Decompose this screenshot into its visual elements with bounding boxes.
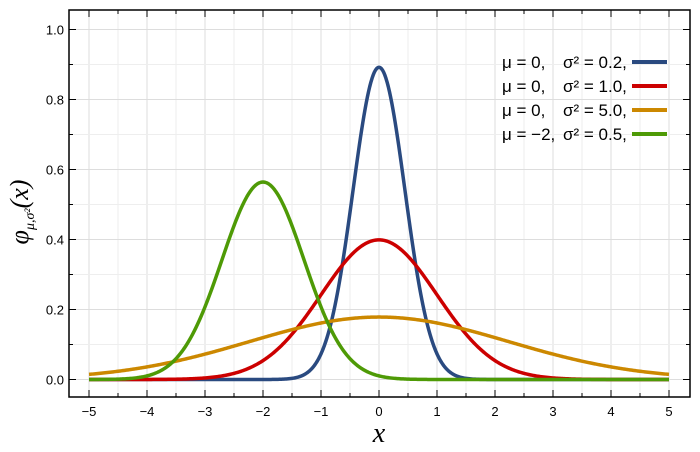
legend-sigma-label: σ² = 0.5, (563, 125, 627, 144)
x-tick-label: −5 (82, 404, 97, 419)
x-tick-label: 3 (549, 404, 556, 419)
x-tick-label: 4 (607, 404, 614, 419)
curves (88, 65, 670, 382)
y-tick-label: 1.0 (46, 23, 64, 38)
y-tick-label: 0.4 (46, 233, 64, 248)
x-tick-label: 5 (665, 404, 672, 419)
x-tick-label: 1 (433, 404, 440, 419)
x-tick-label: −4 (140, 404, 155, 419)
x-tick-label: 2 (491, 404, 498, 419)
x-tick-label: −3 (198, 404, 213, 419)
legend-mu-label: μ = −2, (502, 125, 555, 144)
x-tick-label: 0 (375, 404, 382, 419)
legend-mu-label: μ = 0, (502, 53, 545, 72)
y-tick-label: 0.0 (46, 373, 64, 388)
x-axis-title: x (372, 418, 386, 447)
y-axis-argument: (x) (5, 180, 34, 209)
y-axis-subscript: μ,σ² (23, 208, 38, 231)
legend-sigma-label: σ² = 1.0, (563, 77, 627, 96)
axis-ticks: −5 −4 −3 −2 −1 0 1 2 3 4 5 0.0 0.2 0.4 0.6 0.8 1.0 (46, 10, 690, 419)
x-tick-label: −2 (256, 404, 271, 419)
x-tick-label: −1 (314, 404, 329, 419)
y-axis-phi: φ (5, 230, 34, 244)
y-axis-title: φμ,σ²(x) (5, 180, 38, 245)
series-curve (88, 315, 670, 377)
legend-mu-label: μ = 0, (502, 77, 545, 96)
legend-sigma-label: σ² = 0.2, (563, 53, 627, 72)
legend-mu-label: μ = 0, (502, 101, 545, 120)
legend: μ = 0, σ² = 0.2, μ = 0, σ² = 1.0, μ = 0, σ² =… (502, 53, 667, 144)
y-tick-label: 0.8 (46, 93, 64, 108)
legend-sigma-label: σ² = 5.0, (563, 101, 627, 120)
y-tick-label: 0.6 (46, 163, 64, 178)
series-curve (88, 180, 670, 382)
y-tick-label: 0.2 (46, 303, 64, 318)
